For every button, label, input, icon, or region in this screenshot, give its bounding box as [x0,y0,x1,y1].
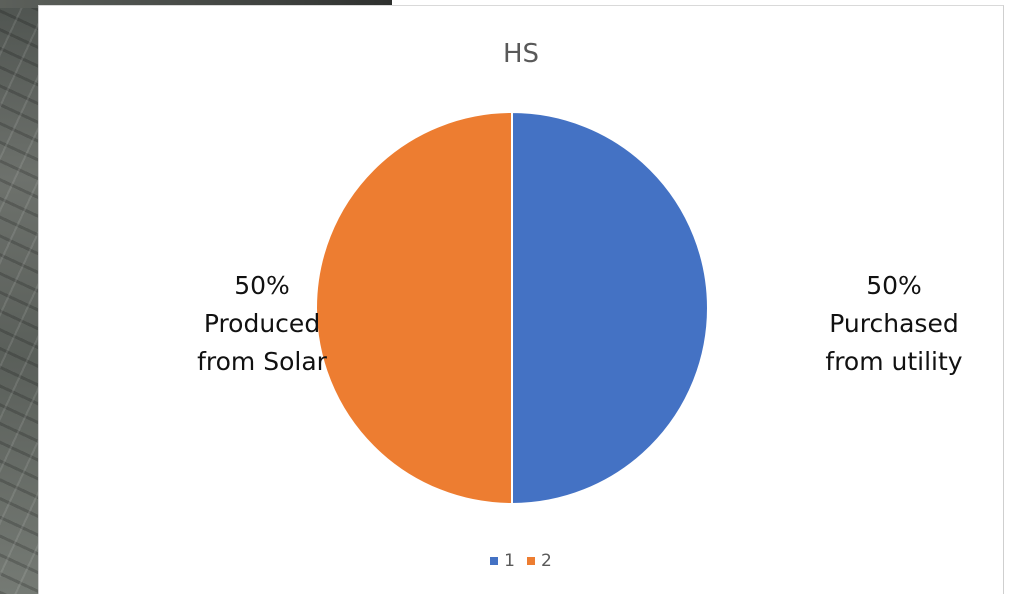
data-label-text: Purchased [829,309,959,338]
legend-swatch [527,557,535,565]
chart-area: HS 50% Produced from Solar 50% Purchased… [38,5,1004,594]
data-label-slice-2: 50% Produced from Solar [152,267,372,381]
legend-label: 2 [541,551,552,571]
data-label-percent: 50% [234,271,290,300]
legend-swatch [490,557,499,565]
pie-slice-2 [315,110,513,506]
pie-slice-1 [511,110,709,506]
background-photo-strip [0,0,38,594]
data-label-slice-1: 50% Purchased from utility [784,267,1004,381]
data-label-text: from Solar [197,347,327,376]
background-photo-top [0,0,392,8]
legend-item: 2 [527,551,552,571]
data-label-percent: 50% [866,271,922,300]
legend-item: 1 [490,551,515,571]
data-label-text: from utility [825,347,963,376]
data-label-text: Produced [203,309,321,338]
chart-legend: 1 2 [39,551,1003,571]
legend-label: 1 [504,551,515,571]
chart-title: HS [502,39,540,69]
pie-chart [315,110,709,506]
